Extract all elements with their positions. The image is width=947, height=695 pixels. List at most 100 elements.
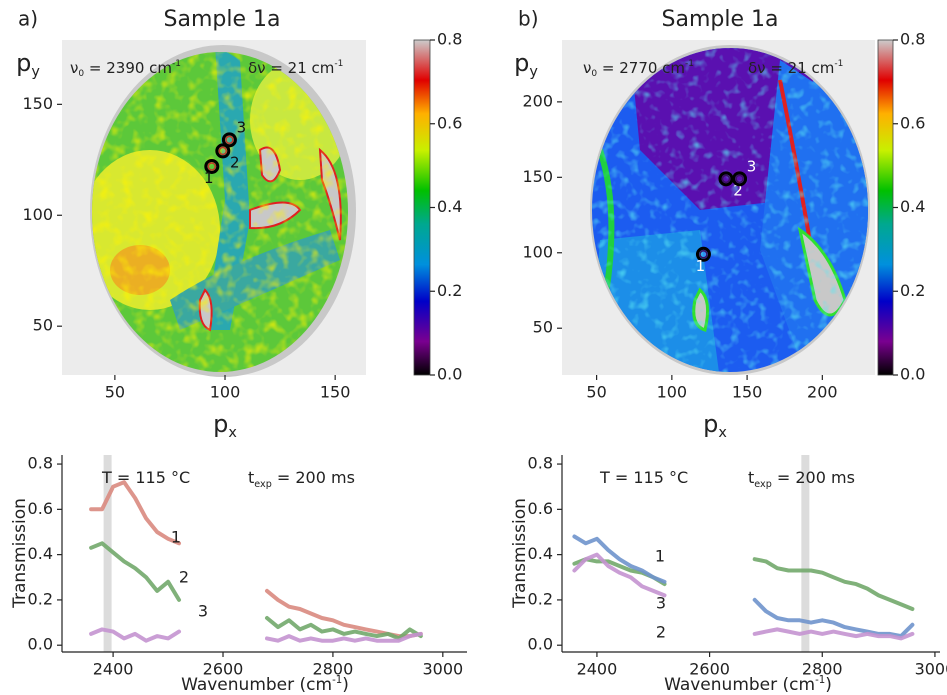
annotation: texp = 200 ms bbox=[248, 468, 355, 490]
colorbar-tick-label: 0.4 bbox=[437, 197, 462, 216]
colorbar-tick-label: 0.8 bbox=[437, 30, 462, 49]
colorbar-tick-label: 0.6 bbox=[900, 113, 925, 132]
colorbar-tick-label: 0.0 bbox=[900, 365, 925, 384]
annotation: texp = 200 ms bbox=[748, 468, 855, 490]
x-axis-label-part: -1 bbox=[332, 675, 342, 686]
annotation-part: T = 115 °C bbox=[599, 468, 688, 487]
series-label: 3 bbox=[656, 594, 666, 613]
series-line bbox=[572, 534, 915, 639]
x-axis-label-part: Wavenumber (cm bbox=[181, 675, 332, 695]
x-axis-label-part: x bbox=[228, 425, 237, 441]
highlight-band bbox=[103, 455, 112, 652]
y-tick-label: 0.2 bbox=[28, 589, 53, 608]
point-label: 2 bbox=[733, 181, 743, 199]
x-axis-label: px bbox=[213, 410, 237, 441]
y-tick-label: 200 bbox=[522, 91, 553, 110]
colorbar-tick-label: 0.6 bbox=[437, 113, 462, 132]
x-tick-label: 150 bbox=[320, 383, 351, 402]
x-tick-label: 3000 bbox=[915, 660, 947, 679]
point-label: 1 bbox=[204, 169, 214, 187]
series-label: 1 bbox=[655, 547, 665, 566]
y-tick-label: 0.4 bbox=[28, 544, 53, 563]
marked-point-inner bbox=[207, 162, 217, 171]
annotation-part: -1 bbox=[172, 59, 181, 69]
x-tick-label: 3000 bbox=[422, 660, 463, 679]
marked-point-inner bbox=[225, 135, 234, 145]
point-label: 3 bbox=[237, 118, 247, 136]
y-tick-label: 150 bbox=[22, 94, 53, 113]
marked-point-inner bbox=[735, 174, 744, 184]
annotation: δν = 21 cm-1 bbox=[748, 59, 843, 77]
x-axis-label-part: -1 bbox=[815, 675, 825, 686]
annotation-part: = 200 ms bbox=[772, 468, 855, 487]
annotation-part: 0 bbox=[78, 69, 84, 79]
annotation: T = 115 °C bbox=[599, 468, 688, 487]
panel-label: a) bbox=[18, 7, 38, 31]
x-axis-label: Wavenumber (cm-1) bbox=[664, 675, 832, 695]
series-label: 2 bbox=[656, 623, 666, 642]
marked-point bbox=[695, 246, 711, 262]
annotation-part: T = 115 °C bbox=[101, 468, 190, 487]
annotation-part: ν bbox=[583, 59, 591, 77]
x-tick-label: 2400 bbox=[577, 660, 618, 679]
series-label: 2 bbox=[179, 568, 189, 587]
y-tick-label: 150 bbox=[522, 167, 553, 186]
x-tick-label: 100 bbox=[210, 383, 241, 402]
y-axis-label-part: p bbox=[16, 49, 31, 77]
x-axis-label: Wavenumber (cm-1) bbox=[181, 675, 349, 695]
y-axis-label: Transmission bbox=[10, 498, 30, 609]
y-axis-label-part: y bbox=[31, 64, 40, 80]
annotation-part: -1 bbox=[334, 59, 343, 69]
annotation: T = 115 °C bbox=[101, 468, 190, 487]
annotation-part: -1 bbox=[685, 59, 694, 69]
colorbar-tick-label: 0.2 bbox=[900, 281, 925, 300]
annotation: ν0 = 2770 cm-1 bbox=[583, 59, 694, 79]
x-axis-label-part: ) bbox=[342, 675, 349, 695]
x-tick-label: 200 bbox=[807, 383, 838, 402]
annotation-part: δν = 21 cm bbox=[248, 59, 334, 77]
x-axis-label-part: ) bbox=[825, 675, 832, 695]
colorbar-tick-label: 0.8 bbox=[900, 30, 925, 49]
y-tick-label: 0.4 bbox=[528, 544, 553, 563]
x-axis-label-part: x bbox=[718, 425, 727, 441]
series-label: 3 bbox=[198, 602, 208, 621]
x-tick-label: 2800 bbox=[313, 660, 354, 679]
y-tick-label: 50 bbox=[33, 316, 53, 335]
y-tick-label: 0.6 bbox=[528, 499, 553, 518]
y-axis-label: Transmission bbox=[510, 498, 530, 609]
series-line bbox=[89, 627, 423, 643]
y-tick-label: 100 bbox=[522, 242, 553, 261]
colorbar-tick-label: 0.2 bbox=[437, 281, 462, 300]
series-line bbox=[89, 480, 423, 639]
x-axis-label-part: p bbox=[213, 410, 228, 438]
y-axis-label-part: p bbox=[514, 49, 529, 77]
x-axis-label-part: Wavenumber (cm bbox=[664, 675, 815, 695]
point-label: 3 bbox=[747, 157, 757, 175]
x-tick-label: 2600 bbox=[689, 660, 730, 679]
x-tick-label: 50 bbox=[586, 383, 606, 402]
series-line bbox=[572, 557, 915, 611]
x-tick-label: 150 bbox=[732, 383, 763, 402]
series-line bbox=[89, 541, 423, 641]
y-tick-label: 0.8 bbox=[28, 454, 53, 473]
marked-point-inner bbox=[218, 146, 228, 156]
panel-label: b) bbox=[518, 7, 539, 31]
y-tick-label: 50 bbox=[533, 318, 553, 337]
x-tick-label: 100 bbox=[657, 383, 688, 402]
y-tick-label: 0.6 bbox=[28, 499, 53, 518]
annotation: ν0 = 2390 cm-1 bbox=[70, 59, 181, 79]
colorbar-tick-label: 0.0 bbox=[437, 365, 462, 384]
y-tick-label: 0.0 bbox=[528, 635, 553, 654]
x-tick-label: 2600 bbox=[203, 660, 244, 679]
x-axis-label-part: p bbox=[703, 410, 718, 438]
y-tick-label: 0.2 bbox=[528, 589, 553, 608]
annotation-part: t bbox=[748, 468, 754, 487]
point-label: 2 bbox=[230, 153, 240, 171]
x-tick-label: 50 bbox=[105, 383, 125, 402]
series-label: 1 bbox=[171, 528, 181, 547]
marked-point bbox=[732, 171, 748, 187]
annotation-part: = 2770 cm bbox=[597, 59, 685, 77]
annotation-part: = 2390 cm bbox=[84, 59, 172, 77]
point-label: 1 bbox=[696, 257, 706, 275]
colorbar bbox=[877, 39, 894, 376]
